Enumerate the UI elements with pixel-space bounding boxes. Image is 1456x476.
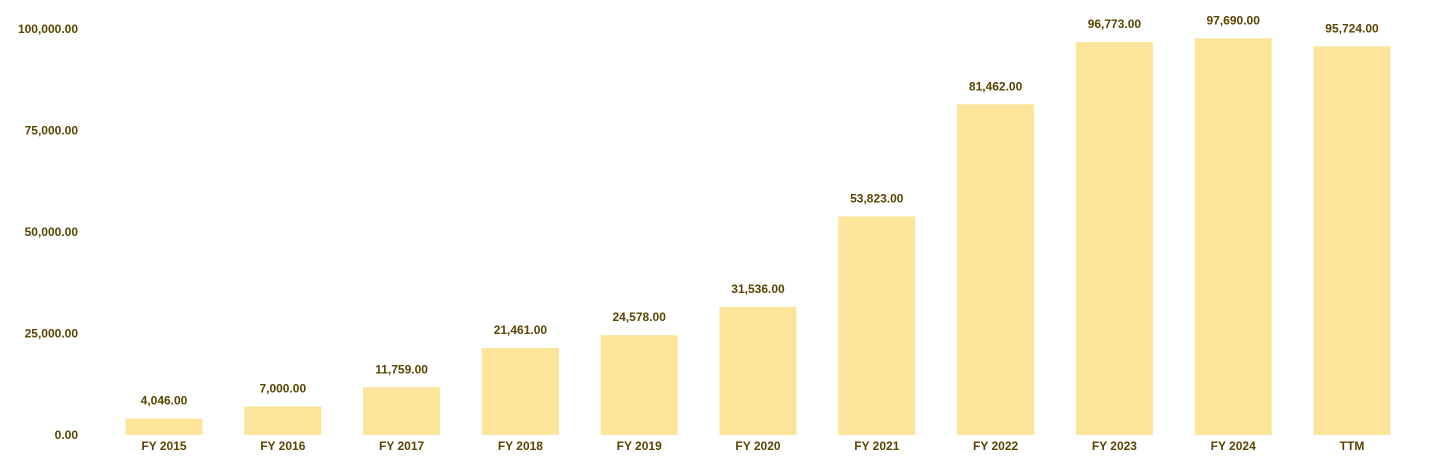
bar (1194, 38, 1272, 435)
x-tick-label: FY 2015 (141, 439, 186, 453)
bar (481, 347, 559, 435)
bar-value-label: 4,046.00 (141, 394, 188, 408)
bar (600, 335, 678, 435)
bar (1075, 42, 1153, 435)
bar-value-label: 53,823.00 (850, 191, 904, 205)
bar (363, 387, 441, 435)
x-tick-label: FY 2024 (1211, 439, 1256, 453)
bar-value-label: 24,578.00 (613, 310, 667, 324)
bar-value-label: 95,724.00 (1325, 21, 1379, 35)
bar-value-label: 97,690.00 (1207, 13, 1261, 27)
y-tick-label: 75,000.00 (25, 124, 79, 138)
x-tick-label: FY 2022 (973, 439, 1018, 453)
bar-value-label: 21,461.00 (494, 323, 548, 337)
x-tick-label: FY 2023 (1092, 439, 1137, 453)
bar (957, 104, 1035, 435)
x-tick-label: FY 2017 (379, 439, 424, 453)
bar (838, 216, 916, 435)
bar-value-label: 96,773.00 (1088, 17, 1142, 31)
bar (719, 306, 797, 435)
x-tick-label: FY 2016 (260, 439, 305, 453)
bar-value-label: 7,000.00 (259, 382, 306, 396)
x-tick-label: FY 2020 (735, 439, 780, 453)
bar (1313, 46, 1391, 435)
bar-value-label: 11,759.00 (375, 362, 428, 376)
x-axis: FY 2015 FY 2016 FY 2017 FY 2018 FY 2019 FY 20… (141, 439, 1364, 453)
bar (244, 406, 322, 435)
bar (125, 418, 203, 435)
x-tick-label: FY 2021 (854, 439, 899, 453)
x-tick-label: TTM (1340, 439, 1365, 453)
bar-value-labels: 4,046.00 7,000.00 11,759.00 21,461.00 24,578… (141, 13, 1379, 407)
bar-value-label: 81,462.00 (969, 79, 1023, 93)
x-tick-label: FY 2019 (617, 439, 662, 453)
bar-value-label: 31,536.00 (731, 282, 785, 296)
y-tick-label: 50,000.00 (25, 225, 79, 239)
bars (125, 38, 1391, 435)
y-tick-label: 0.00 (55, 428, 79, 442)
y-tick-label: 25,000.00 (25, 327, 79, 341)
x-tick-label: FY 2018 (498, 439, 543, 453)
y-tick-label: 100,000.00 (18, 22, 78, 36)
y-axis: 0.00 25,000.00 50,000.00 75,000.00 100,000.0… (18, 22, 78, 442)
